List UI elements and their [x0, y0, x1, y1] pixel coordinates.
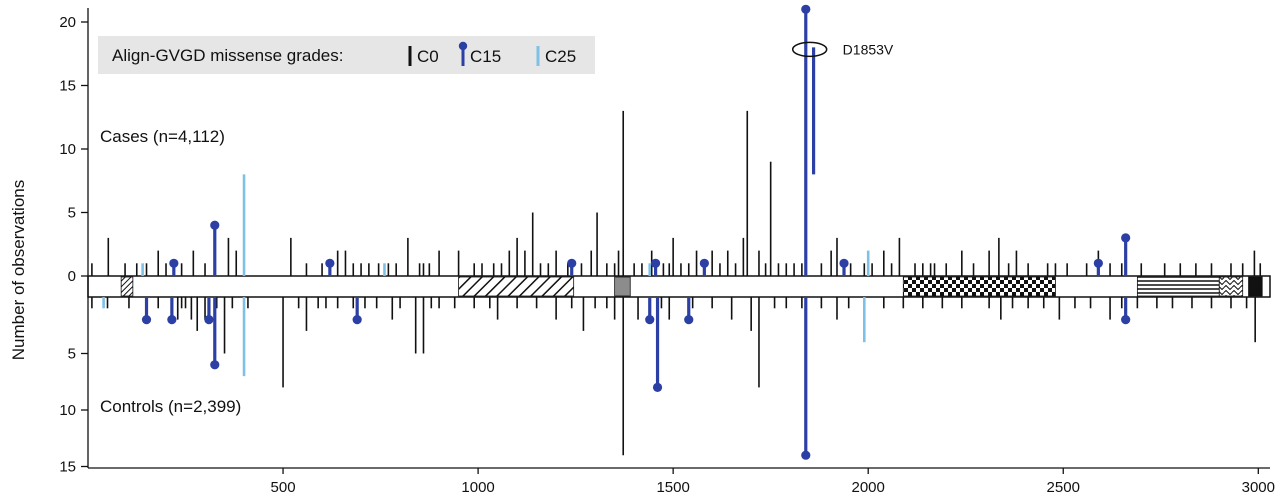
dot-c15-control-0 [141, 315, 152, 325]
dot-c15-control-4 [352, 315, 362, 325]
protein-bar [87, 275, 1271, 298]
x-tick-label-4: 2500 [1047, 479, 1080, 496]
dot-c15-case-3 [567, 258, 577, 268]
dot-c15-case-9 [1093, 258, 1103, 268]
dot-c15-case-6 [801, 4, 811, 14]
x-tick-label-2: 1500 [656, 479, 689, 496]
y-tick-label-controls-0: 5 [68, 346, 76, 363]
x-tick-label-0: 500 [271, 479, 296, 496]
dot-c15-control-5 [645, 315, 655, 325]
protein-domain-2 [614, 276, 631, 297]
callout-label: D1853V [843, 41, 894, 57]
dot-c15-case-10 [1121, 233, 1131, 243]
x-tick-label-5: 3000 [1242, 479, 1275, 496]
protein-domain-4 [1136, 276, 1220, 297]
legend-label-c25: C25 [545, 47, 576, 66]
x-tick-label-1: 1000 [461, 479, 494, 496]
dot-c15-control-1 [167, 315, 177, 325]
y-tick-label-cases-2: 10 [59, 141, 76, 158]
protein-domain-5 [1218, 276, 1244, 297]
legend-label-c0: C0 [417, 47, 439, 66]
y-tick-label-cases-4: 20 [59, 14, 76, 31]
dot-c15-control-8 [801, 450, 811, 460]
protein-domain-6 [1248, 276, 1263, 297]
dot-c15-control-2 [204, 315, 214, 325]
protein-domain-3 [902, 276, 1056, 297]
legend: Align-GVGD missense grades: C0 C15 C25 [98, 36, 595, 74]
dot-c15-control-7 [684, 315, 694, 325]
y-tick-label-controls-2: 15 [59, 459, 76, 476]
dot-c15-case-2 [325, 258, 335, 268]
y-axis-label: Number of observations [9, 180, 28, 360]
dot-c15-control-6 [652, 382, 663, 392]
legend-marker-c15 [458, 41, 468, 51]
legend-label-c15: C15 [470, 47, 501, 66]
dot-c15-case-1 [210, 220, 220, 230]
dot-c15-case-8 [839, 258, 849, 268]
legend-title: Align-GVGD missense grades: [112, 46, 343, 65]
y-tick-label-controls-1: 10 [59, 402, 76, 419]
cases-label: Cases (n=4,112) [100, 127, 225, 146]
dot-c15-case-0 [169, 258, 179, 268]
y-tick-label-cases-0: 0 [68, 268, 76, 285]
legend-background [98, 36, 595, 74]
callout-ellipse [791, 41, 828, 58]
dot-c15-case-4 [650, 258, 661, 268]
dot-c15-case-5 [699, 258, 709, 268]
y-tick-label-cases-1: 5 [68, 205, 76, 222]
dot-c15-control-3 [210, 360, 220, 370]
x-tick-label-3: 2000 [852, 479, 885, 496]
controls-label: Controls (n=2,399) [100, 397, 241, 416]
protein-domain-1 [458, 276, 575, 297]
protein-domain-0 [120, 276, 134, 297]
dot-c15-control-9 [1121, 315, 1131, 325]
y-tick-label-cases-3: 15 [59, 78, 76, 95]
